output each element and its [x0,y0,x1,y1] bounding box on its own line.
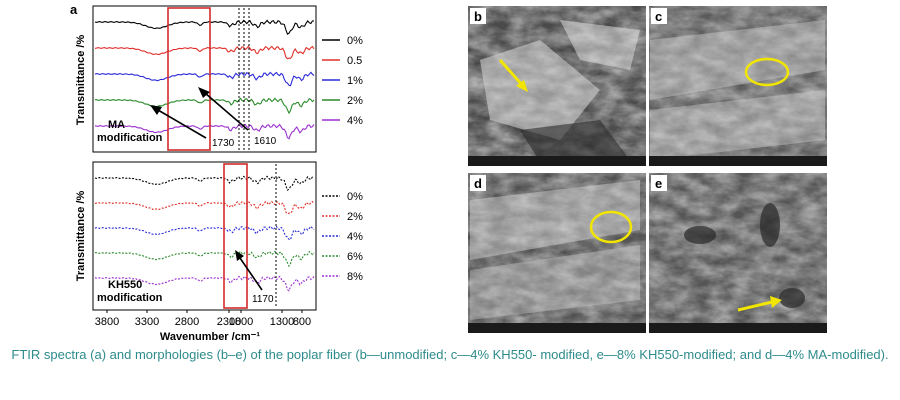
bottom-ylabel: Transmittance /% [75,191,87,282]
bottom-spectra [94,175,315,292]
spectrum-line [94,45,315,60]
sem-c-ellipse [744,57,790,87]
sem-d-letter: d [474,176,482,191]
x-tick-label: 2800 [175,316,199,328]
legend-label: 2% [347,211,363,223]
sem-e-arrow-head [770,296,782,308]
arrow-1730-head [150,105,162,115]
top-ylabel: Transmittance /% [75,35,87,126]
spectrum-line [94,275,315,292]
legend-label: 0% [347,191,363,203]
sem-b-letter: b [474,9,482,24]
legend-label: 4% [347,231,363,243]
x-tick-label: 3800 [95,316,119,328]
spectrum-line [94,19,315,35]
top-modification-line-1: MA [108,119,125,131]
top-plot-frame [92,5,317,153]
bottom-plot-frame [92,161,317,311]
bottom-modification-line-1: KH550 [108,279,142,291]
spectrum-line [94,71,315,87]
sem-panel-d: d [468,173,646,333]
bottom-highlight-box [223,163,248,309]
legend-label: 1% [347,75,363,87]
arrow-1610-shaft [204,92,249,131]
legend-label: 0.5 [347,55,362,67]
sem-panel-e: e [649,173,827,333]
top-modification-line-2: modification [97,132,163,144]
spectrum-line [94,200,315,215]
top-spectra [94,19,315,140]
spectrum-line [94,175,315,191]
top-highlight-box [167,7,211,151]
panel-a-label: a [70,2,78,17]
x-tick-label: 1800 [229,316,253,328]
annotation-1610: 1610 [254,136,277,147]
sem-d-ellipse [589,210,633,244]
sem-b-arrow-head [516,80,528,92]
top-legend: 0% 0.5 1% 2% 4% [322,35,363,127]
sem-c-letter: c [655,9,662,24]
x-tick-label: 3300 [135,316,159,328]
bottom-modification-line-2: modification [97,292,163,304]
sem-panel-c: c [649,6,827,166]
figure-caption: FTIR spectra (a) and morphologies (b–e) … [11,347,889,362]
arrow-1730-shaft [157,109,207,139]
x-tick-label: 1300 [270,316,294,328]
arrow-1170-shaft [239,257,263,291]
x-axis-label: Wavenumber /cm⁻¹ [160,331,260,343]
legend-label: 0% [347,35,363,47]
x-tick-label: 800 [293,316,311,328]
legend-label: 8% [347,271,363,283]
annotation-1730: 1730 [212,138,235,149]
sem-b-arrow [498,59,525,87]
arrow-1610-head [198,87,210,98]
spectrum-line [95,97,315,115]
x-tick-label: 2300 [217,316,241,328]
spectrum-line [94,123,315,140]
sem-e-arrow [737,300,773,312]
sem-panel-b: b [468,6,646,166]
spectrum-line [95,250,315,268]
bottom-legend: 0% 2% 4% 6% 8% [322,191,363,283]
legend-label: 2% [347,95,363,107]
annotation-1170: 1170 [252,294,274,305]
legend-label: 6% [347,251,363,263]
spectrum-line [94,225,315,241]
arrow-1170-head [235,250,244,261]
sem-e-letter: e [655,176,662,191]
legend-label: 4% [347,115,363,127]
